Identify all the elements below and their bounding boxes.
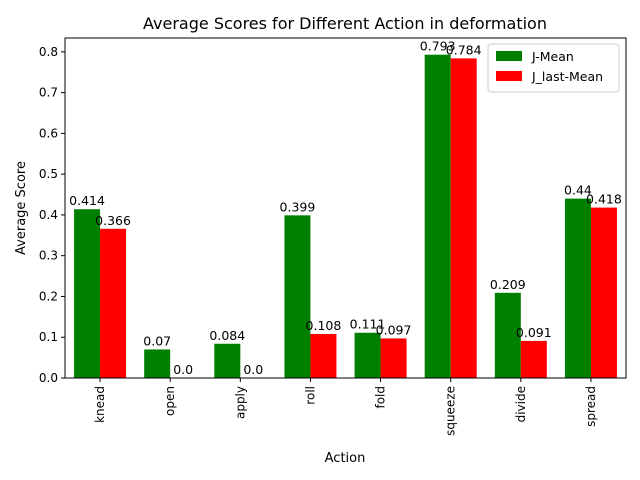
x-tick-label-roll: roll (303, 386, 317, 405)
legend-swatch-j-last-mean (496, 71, 522, 81)
y-tick-label: 0.3 (39, 249, 58, 263)
data-label-j-last-mean-squeeze: 0.784 (446, 42, 482, 57)
data-label-j-last-mean-apply: 0.0 (243, 362, 263, 377)
data-label-j-mean-divide: 0.209 (490, 277, 526, 292)
x-tick-label-apply: apply (233, 386, 247, 419)
bar-j-last-mean-fold (380, 338, 407, 378)
legend-label-j-last-mean: J_last-Mean (531, 69, 603, 84)
bar-j-mean-knead (74, 209, 101, 378)
data-label-j-mean-apply: 0.084 (209, 328, 245, 343)
bar-j-last-mean-divide (520, 340, 547, 378)
data-label-j-mean-spread: 0.44 (564, 183, 592, 198)
bars-layer (74, 54, 617, 378)
x-tick-label-knead: knead (93, 386, 107, 423)
x-tick-label-spread: spread (584, 386, 598, 427)
data-label-j-last-mean-roll: 0.108 (306, 318, 342, 333)
data-label-j-last-mean-fold: 0.097 (376, 322, 412, 337)
y-tick-label: 0.5 (39, 167, 58, 181)
y-tick-label: 0.0 (39, 371, 58, 385)
bar-j-mean-divide (494, 292, 521, 378)
data-label-j-last-mean-knead: 0.366 (95, 213, 131, 228)
x-tick-label-divide: divide (514, 386, 528, 422)
y-tick-label: 0.2 (39, 289, 58, 303)
bar-j-last-mean-roll (310, 333, 337, 378)
bar-j-last-mean-spread (590, 207, 617, 378)
bar-j-last-mean-squeeze (450, 58, 477, 378)
data-label-j-mean-fold: 0.111 (350, 317, 386, 332)
plot-frame (64, 37, 627, 379)
data-label-j-mean-roll: 0.399 (280, 199, 316, 214)
y-tick-label: 0.8 (39, 45, 58, 59)
bar-j-mean-fold (354, 332, 381, 378)
y-tick-label: 0.6 (39, 126, 58, 140)
bar-j-mean-apply (214, 343, 241, 378)
x-axis-label: Action (325, 451, 366, 466)
axes-layer: 0.0 0.1 0.2 0.3 0.4 0.5 0.6 0.7 0.8 knead open appl… (39, 37, 627, 436)
data-label-j-last-mean-divide: 0.091 (516, 325, 552, 340)
bar-j-mean-roll (284, 215, 311, 378)
x-tick-label-squeeze: squeeze (444, 386, 458, 436)
legend: J-Mean J_last-Mean (487, 43, 620, 93)
bar-j-mean-spread (564, 198, 591, 378)
y-tick-label: 0.7 (39, 86, 58, 100)
data-label-j-mean-knead: 0.414 (69, 193, 105, 208)
bar-j-mean-squeeze (424, 54, 451, 378)
data-label-j-mean-open: 0.07 (143, 333, 171, 348)
legend-label-j-mean: J-Mean (531, 49, 574, 64)
data-label-j-last-mean-open: 0.0 (173, 362, 193, 377)
y-tick-label: 0.1 (39, 330, 58, 344)
chart-title: Average Scores for Different Action in d… (143, 14, 547, 33)
x-tick-label-fold: fold (374, 386, 388, 409)
legend-swatch-j-mean (496, 51, 522, 61)
bar-j-mean-open (144, 349, 171, 378)
y-axis-label: Average Score (14, 161, 29, 255)
data-label-j-last-mean-spread: 0.418 (586, 192, 622, 207)
bar-j-last-mean-knead (100, 228, 127, 378)
x-tick-label-open: open (163, 386, 177, 416)
y-tick-label: 0.4 (39, 208, 58, 222)
data-label-j-mean-squeeze: 0.793 (420, 39, 456, 54)
